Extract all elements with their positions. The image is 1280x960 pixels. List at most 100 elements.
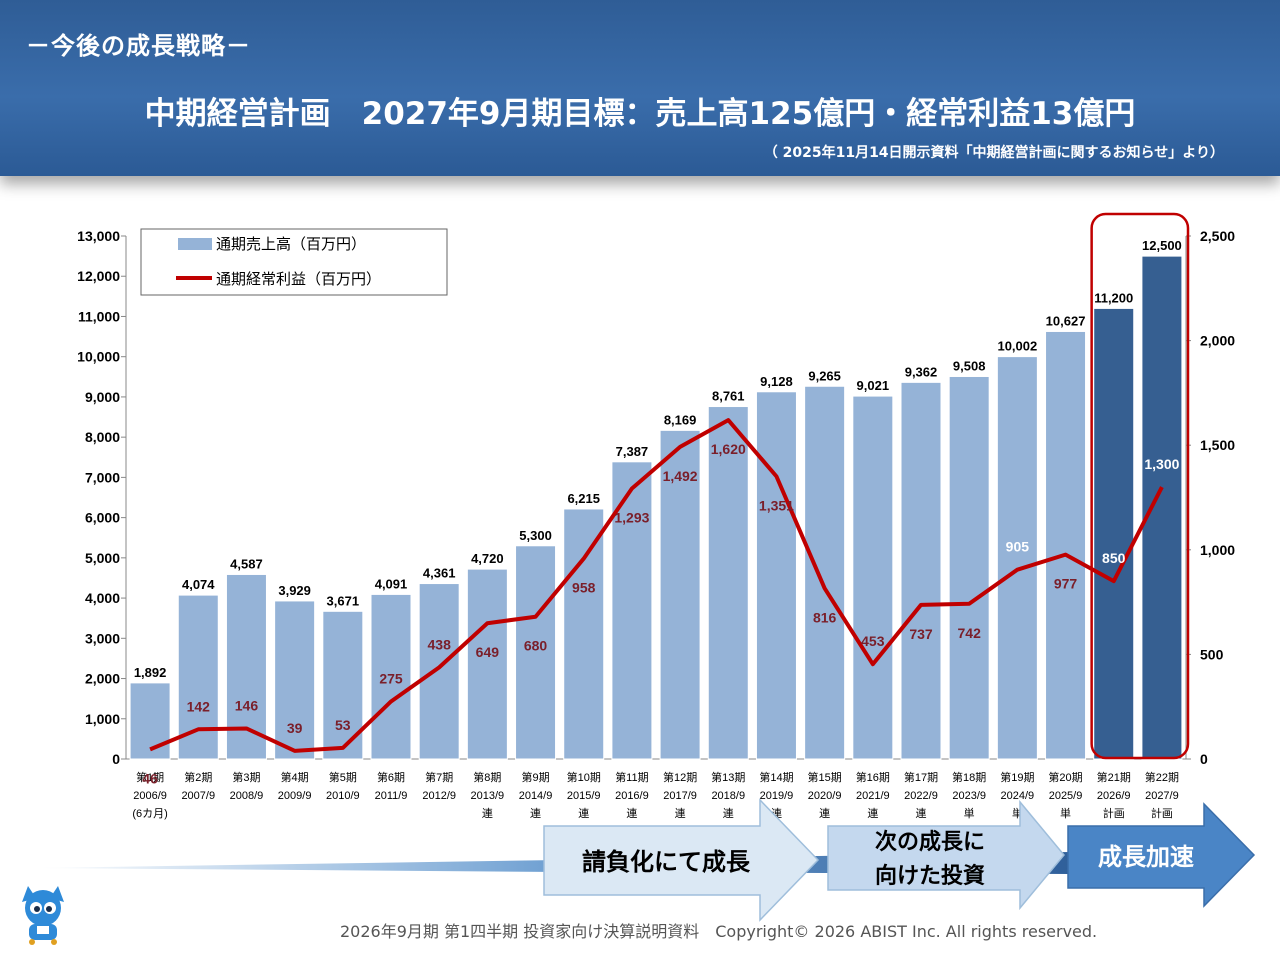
left-tick-label: 1,000	[85, 711, 120, 727]
category-date-label: 2027/9	[1145, 790, 1179, 802]
profit-label: 46	[142, 770, 158, 786]
sales-label: 8,761	[712, 389, 745, 404]
left-tick-label: 0	[112, 751, 120, 767]
sales-bar	[948, 375, 990, 760]
right-tick-label: 2,000	[1200, 333, 1235, 349]
stage-arrow-2	[827, 799, 1065, 911]
category-note-label: 連	[771, 806, 782, 820]
profit-label: 680	[524, 638, 548, 654]
right-tick-label: 0	[1200, 751, 1208, 767]
category-label: 第11期	[615, 770, 648, 784]
left-tick-label: 13,000	[77, 228, 120, 244]
category-date-label: 2025/9	[1049, 790, 1083, 802]
category-date-label: 2013/9	[471, 790, 505, 802]
left-tick-label: 3,000	[85, 630, 120, 646]
category-date-label: 2020/9	[808, 790, 842, 802]
category-date-label: 2021/9	[856, 790, 890, 802]
sales-label: 9,362	[905, 364, 938, 379]
profit-label: 649	[476, 644, 500, 660]
sales-label: 10,002	[997, 339, 1037, 354]
sales-bar	[129, 682, 171, 760]
profit-label: 905	[1006, 539, 1030, 555]
category-label: 第4期	[281, 770, 309, 784]
profit-label: 142	[187, 698, 211, 714]
category-date-label: 2026/9	[1097, 790, 1131, 802]
section-title: －今後の成長戦略－	[26, 32, 251, 60]
left-tick-label: 10,000	[77, 349, 120, 365]
category-note-label: 単	[1060, 806, 1071, 820]
category-note-label: 連	[916, 806, 927, 820]
left-tick-label: 9,000	[85, 389, 120, 405]
right-tick-label: 500	[1200, 646, 1224, 662]
profit-label: 438	[428, 636, 452, 652]
category-label: 第3期	[232, 770, 260, 784]
category-date-label: 2014/9	[519, 790, 553, 802]
category-note-label: 連	[578, 806, 589, 820]
sales-bar	[563, 508, 605, 760]
sales-bar	[900, 381, 942, 760]
sales-bar	[852, 395, 894, 760]
category-date-label: 2007/9	[181, 790, 215, 802]
category-label: 第12期	[663, 770, 697, 784]
category-label: 第14期	[759, 770, 793, 784]
header-banner: －今後の成長戦略－ 中期経営計画 2027年9月期目標：売上高125億円・経常利…	[0, 0, 1280, 176]
sales-label: 7,387	[616, 444, 649, 459]
category-label: 第10期	[567, 770, 601, 784]
stage-arrow-3	[1067, 802, 1256, 908]
category-label: 第17期	[904, 770, 938, 784]
profit-label: 977	[1054, 576, 1078, 592]
left-tick-label: 4,000	[85, 590, 120, 606]
sales-bar	[274, 600, 316, 760]
legend-bar-swatch	[178, 238, 212, 250]
category-label: 第6期	[377, 770, 405, 784]
category-note-label: 連	[819, 806, 830, 820]
category-date-label: 2011/9	[375, 790, 408, 802]
category-note-label: 連	[482, 806, 493, 820]
category-note-label: 連	[675, 806, 686, 820]
mascot-logo-icon	[22, 886, 64, 945]
category-label: 第1期	[136, 770, 164, 784]
category-label: 第5期	[329, 770, 357, 784]
profit-label: 742	[958, 625, 982, 641]
profit-label: 850	[1102, 550, 1126, 566]
sales-bar	[1141, 255, 1183, 760]
stage-2-label-line2: 向けた投資	[875, 863, 985, 888]
legend-profit-label: 通期経常利益（百万円）	[216, 271, 381, 288]
category-label: 第13期	[711, 770, 745, 784]
profit-label: 146	[235, 697, 259, 713]
sales-label: 6,215	[567, 491, 600, 506]
category-label: 第7期	[425, 770, 453, 784]
source-note: （ 2025年11月14日開示資料「中期経営計画に関するお知らせ」より）	[763, 145, 1224, 161]
category-note-label: 単	[964, 806, 975, 820]
category-date-label: 2015/9	[567, 790, 601, 802]
category-date-label: 2016/9	[615, 790, 649, 802]
category-note-label: 単	[1012, 806, 1023, 820]
profit-label: 453	[861, 633, 885, 649]
sales-label: 9,265	[808, 368, 841, 383]
sales-label: 4,720	[471, 551, 504, 566]
sales-bar	[1093, 307, 1135, 760]
sales-label: 9,021	[857, 378, 890, 393]
sales-label: 11,200	[1094, 290, 1133, 305]
profit-label: 958	[572, 580, 596, 596]
sales-label: 8,169	[664, 412, 697, 427]
left-tick-label: 6,000	[85, 510, 120, 526]
sales-label: 4,091	[375, 576, 408, 591]
profit-label: 1,351	[759, 497, 794, 513]
stage-3-label: 成長加速	[1098, 844, 1194, 871]
category-label: 第16期	[856, 770, 890, 784]
category-label: 第15期	[808, 770, 842, 784]
profit-label: 1,492	[663, 468, 698, 484]
right-tick-label: 1,000	[1200, 542, 1235, 558]
profit-label: 816	[813, 609, 837, 625]
category-label: 第18期	[952, 770, 986, 784]
category-note-label: (6カ月)	[132, 807, 167, 820]
plan-highlight-box	[1090, 212, 1190, 760]
right-tick-label: 2,500	[1200, 228, 1235, 244]
profit-label: 737	[909, 626, 933, 642]
sales-label: 3,929	[278, 583, 311, 598]
sales-bar	[755, 391, 797, 760]
left-tick-label: 12,000	[77, 268, 120, 284]
category-note-label: 連	[626, 806, 637, 820]
sales-bar	[1045, 330, 1087, 760]
